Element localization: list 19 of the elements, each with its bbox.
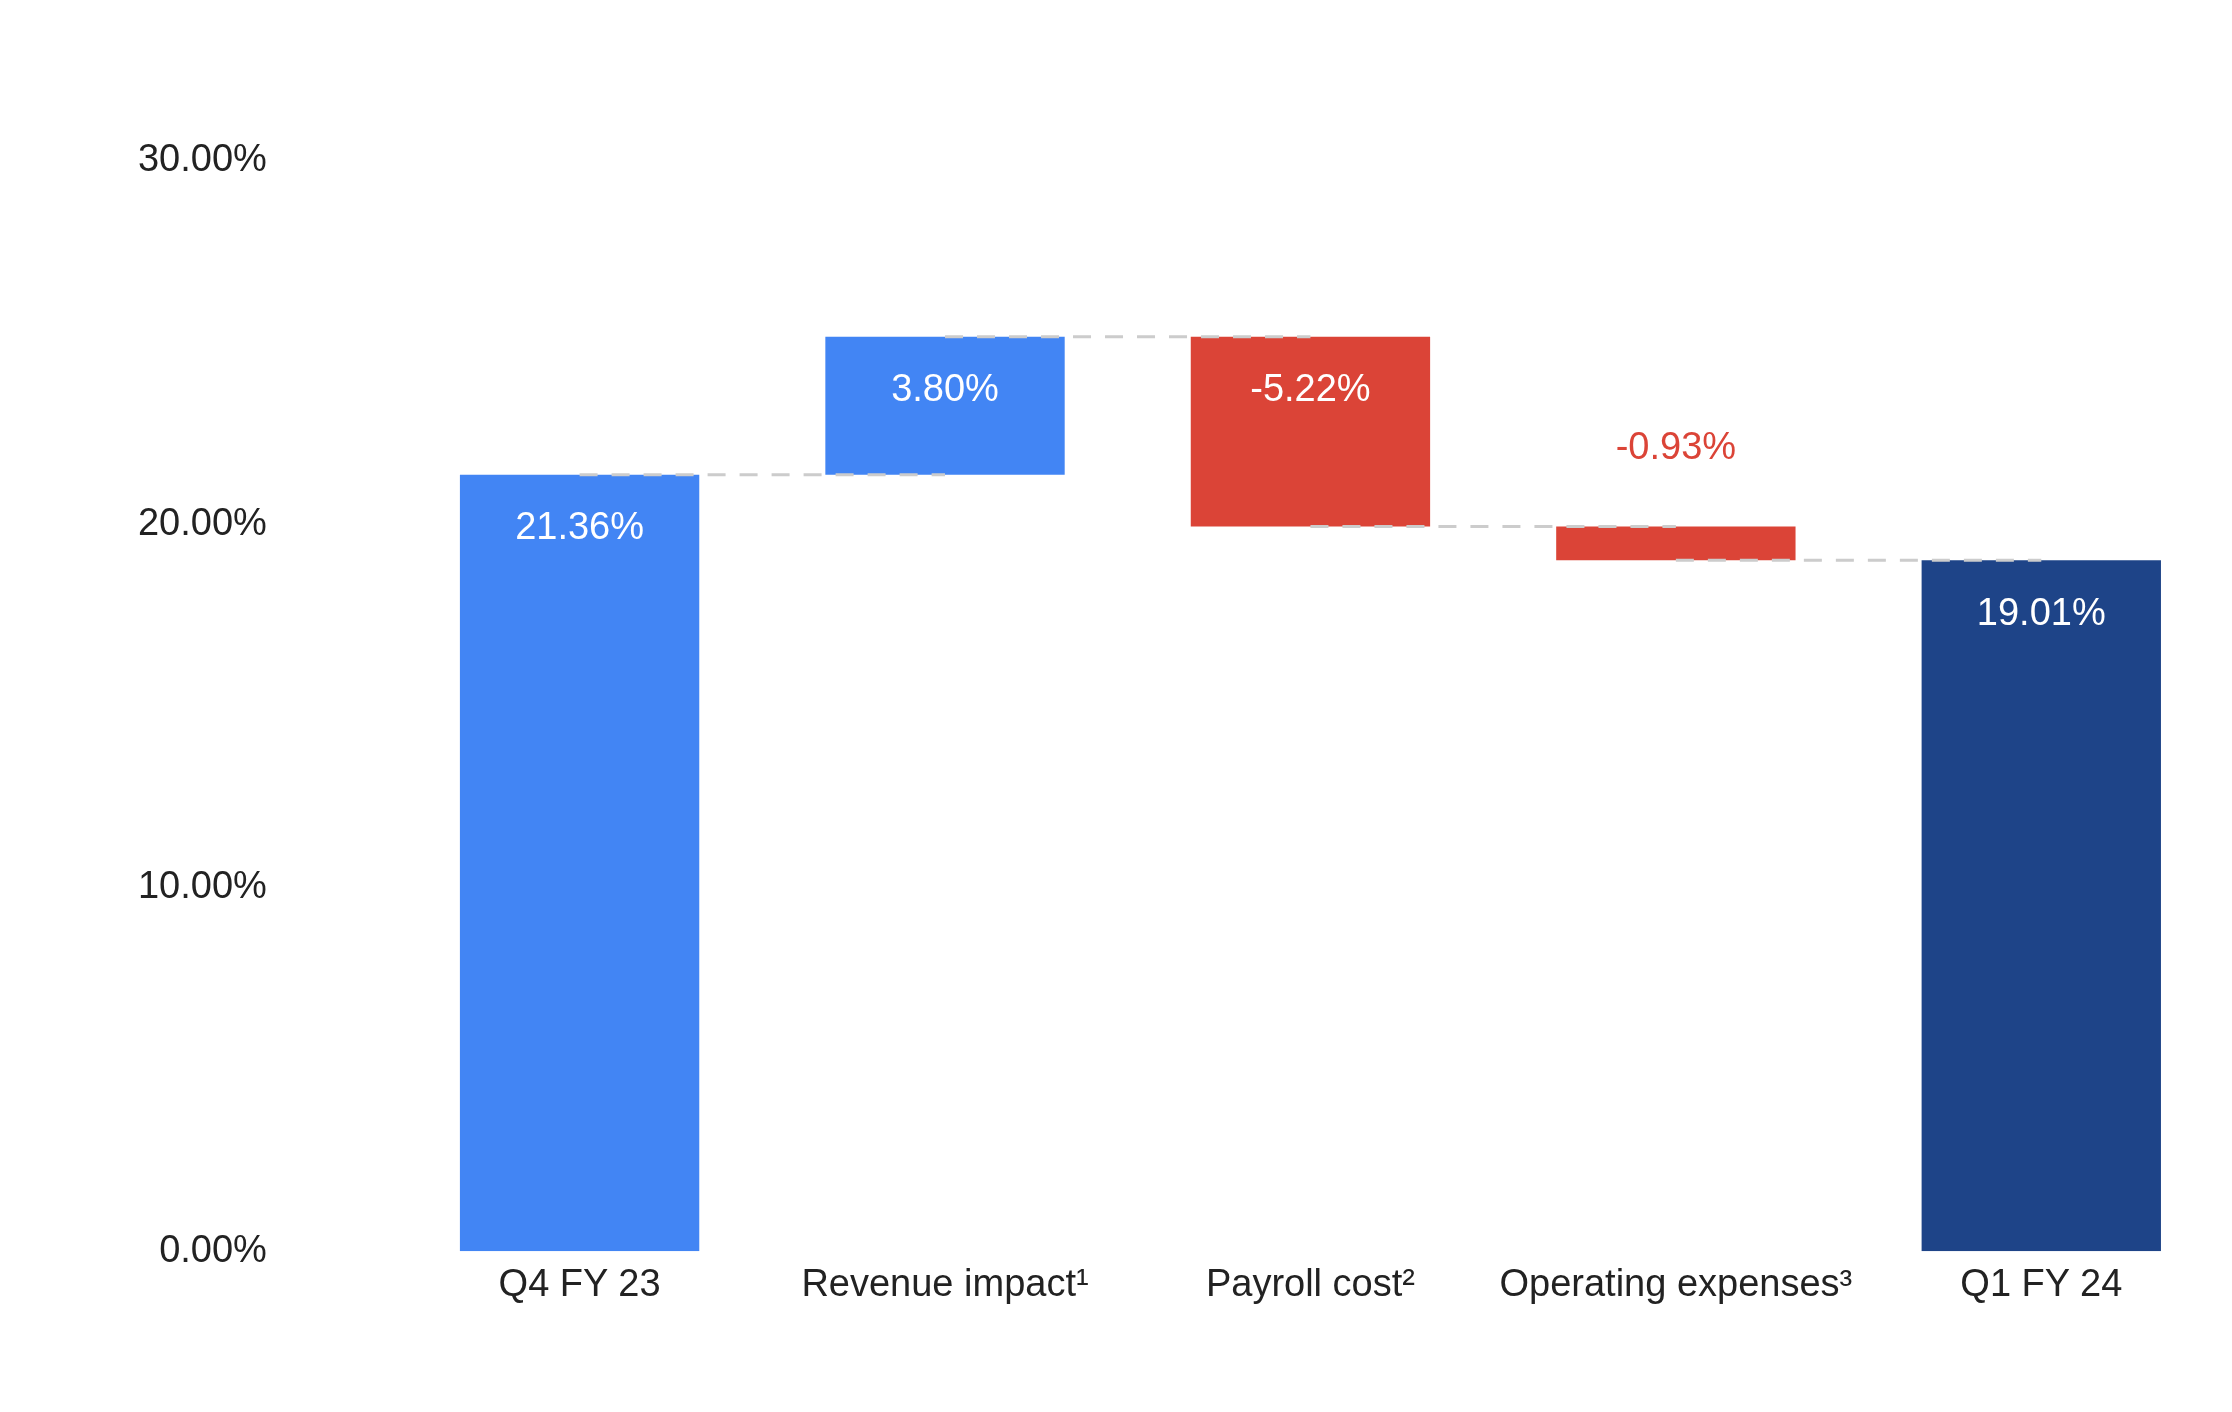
data-label: 19.01% (1976, 590, 2106, 633)
y-tick-label: 20.00% (137, 500, 267, 543)
bar (825, 336, 1065, 475)
x-tick-label: Q1 FY 24 (1960, 1262, 2123, 1305)
x-tick-label: Payroll cost² (1205, 1262, 1415, 1305)
bar (1190, 336, 1431, 527)
x-tick-label: Revenue impact¹ (801, 1262, 1089, 1305)
data-label: -5.22% (1250, 367, 1371, 410)
x-tick-label: Operating expenses³ (1499, 1262, 1853, 1305)
bar (1921, 560, 2161, 1252)
y-tick-label: 10.00% (137, 864, 267, 907)
x-tick-label: Q4 FY 23 (498, 1262, 661, 1305)
y-tick-label: 0.00% (159, 1227, 267, 1270)
y-tick-label: 30.00% (137, 137, 267, 180)
data-label: 21.36% (515, 505, 645, 548)
data-label: -0.93% (1615, 424, 1737, 467)
bar (1556, 526, 1796, 561)
data-label: 3.80% (891, 367, 999, 410)
bar (459, 474, 700, 1252)
